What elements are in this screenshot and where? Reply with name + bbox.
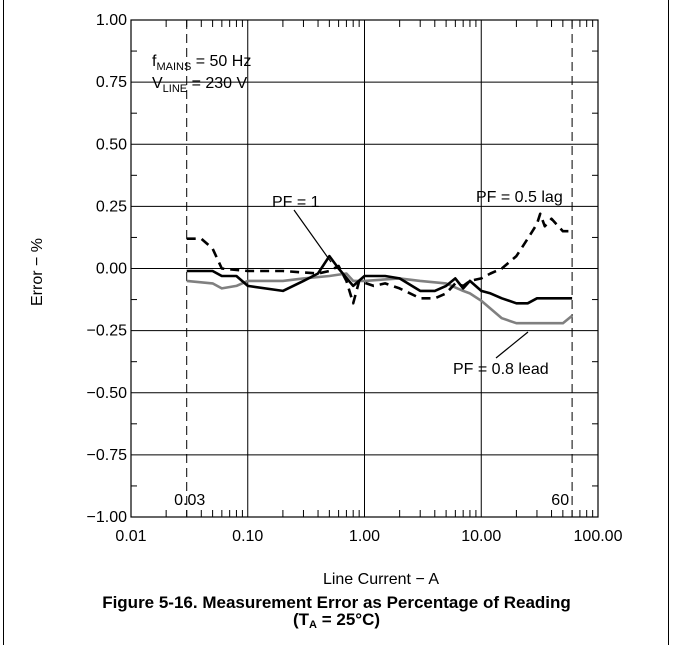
plot-border	[130, 19, 599, 518]
label-pf05: PF = 0.5 lag	[476, 189, 563, 206]
series-line-0	[186, 254, 573, 305]
leader-pf1	[293, 209, 332, 263]
y-tick-label: 0.00	[96, 261, 127, 278]
y-tick-label: 0.25	[96, 198, 127, 215]
y-axis-title: Error − %	[29, 238, 46, 306]
range-marker-label: 0.03	[174, 492, 205, 509]
series-line-1	[186, 212, 573, 305]
y-tick-label: −1.00	[87, 509, 128, 526]
condition-vline: VLINE = 230 V	[152, 75, 248, 95]
range-marker-label: 60	[551, 492, 569, 509]
caption-line2: (TA = 25°C)	[292, 610, 381, 631]
y-tick-label: −0.50	[87, 385, 128, 402]
x-tick-label: 1.00	[349, 528, 380, 545]
grid-lines	[131, 20, 598, 517]
x-tick-label: 0.10	[232, 528, 263, 545]
condition-fmains: fMAINS = 50 Hz	[152, 53, 251, 73]
series-line-2	[186, 272, 573, 325]
y-tick-label: 1.00	[96, 12, 127, 29]
x-tick-labels: 0.01 0.10 1.00 10.00 100.00	[115, 528, 622, 545]
x-tick-label: 0.01	[115, 528, 146, 545]
y-tick-label: 0.50	[96, 136, 127, 153]
label-pf1: PF = 1	[272, 194, 320, 211]
y-tick-labels: 1.00 0.75 0.50 0.25 0.00 −0.25 −0.50 −0.75 −1.00	[87, 12, 128, 526]
x-axis-title: Line Current − A	[323, 571, 439, 588]
range-markers: 0.03 60	[174, 20, 573, 517]
label-pf08: PF = 0.8 lead	[453, 361, 549, 378]
series-group	[186, 212, 573, 325]
figure-frame	[3, 0, 669, 645]
y-tick-label: 0.75	[96, 74, 127, 91]
error-chart: 0.03 60 1.00 0.75 0.50 0.25 0.00 −0.25 −0.50 −0.…	[29, 12, 623, 588]
x-tick-label: 10.00	[461, 528, 501, 545]
figure-caption: Figure 5-16. Measurement Error as Percen…	[0, 594, 673, 631]
x-tick-label: 100.00	[574, 528, 623, 545]
caption-line1: Figure 5-16. Measurement Error as Percen…	[102, 593, 571, 612]
y-tick-label: −0.25	[87, 323, 128, 340]
leader-pf08	[495, 331, 529, 359]
y-tick-label: −0.75	[87, 447, 128, 464]
